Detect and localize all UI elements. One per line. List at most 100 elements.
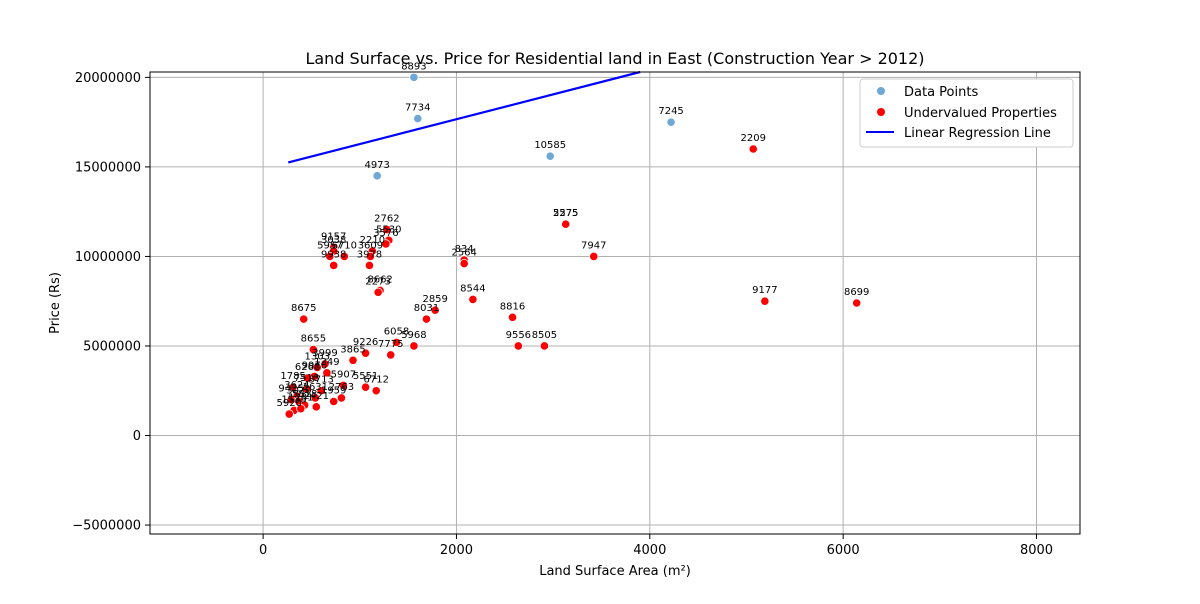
y-tick-label: −5000000 bbox=[72, 519, 141, 534]
point-label: 2564 bbox=[451, 248, 476, 259]
point-label: 4973 bbox=[364, 160, 389, 171]
undervalued-properties-point bbox=[760, 296, 770, 306]
y-tick-label: 0 bbox=[133, 429, 141, 444]
undervalued-properties-point bbox=[348, 355, 358, 365]
point-label: 2421 bbox=[304, 391, 329, 402]
undervalued-properties-point bbox=[430, 305, 440, 315]
point-label: 6710 bbox=[332, 240, 357, 251]
y-tick-label: 10000000 bbox=[75, 250, 141, 265]
undervalued-properties-point bbox=[360, 382, 371, 392]
x-tick-label: 8000 bbox=[1020, 543, 1053, 558]
undervalued-properties-point bbox=[338, 380, 348, 390]
point-label: 6712 bbox=[363, 375, 388, 386]
point-label: 2273 bbox=[365, 276, 390, 287]
undervalued-properties-point bbox=[539, 341, 550, 351]
point-label: 2210 bbox=[360, 235, 385, 246]
point-label: 9157 bbox=[321, 231, 346, 242]
point-label: 7775 bbox=[378, 339, 403, 350]
point-label: 1349 bbox=[314, 357, 339, 368]
legend-box bbox=[859, 78, 1074, 148]
undervalued-properties-point bbox=[329, 260, 339, 270]
point-label: 9177 bbox=[752, 285, 777, 296]
point-label: 3624 bbox=[284, 380, 309, 391]
point-label: 9226 bbox=[353, 337, 378, 348]
x-tick-label: 4000 bbox=[633, 543, 666, 558]
point-label: 9425 bbox=[278, 384, 303, 395]
point-label: 2763 bbox=[329, 382, 354, 393]
undervalued-properties-point bbox=[322, 368, 332, 378]
undervalued-properties-point bbox=[302, 373, 313, 383]
point-label: 3978 bbox=[357, 249, 382, 260]
undervalued-properties-point bbox=[386, 350, 396, 360]
point-label: 834 bbox=[455, 244, 474, 255]
point-label: 9556 bbox=[506, 330, 531, 341]
points-layer bbox=[284, 72, 862, 419]
data-points-point bbox=[545, 151, 555, 161]
point-label: 7245 bbox=[658, 106, 683, 117]
point-label: 3865 bbox=[340, 344, 365, 355]
undervalued-properties-point bbox=[288, 382, 298, 392]
undervalued-properties-point bbox=[316, 386, 326, 396]
undervalued-properties-point bbox=[320, 359, 330, 369]
point-label: 5551 bbox=[353, 371, 378, 382]
undervalued-properties-point bbox=[365, 251, 376, 262]
point-label: 2762 bbox=[374, 214, 399, 225]
point-label: 8031 bbox=[414, 303, 439, 314]
legend-marker-undervalued bbox=[877, 108, 885, 116]
data-points-point bbox=[409, 72, 419, 82]
undervalued-properties-point bbox=[421, 314, 432, 324]
undervalued-properties-point bbox=[459, 259, 469, 269]
point-label: 1281 bbox=[288, 393, 313, 404]
legend-label-data-points: Data Points bbox=[904, 85, 978, 100]
y-axis-label: Price (Rs) bbox=[48, 272, 63, 334]
undervalued-properties-point bbox=[360, 348, 371, 358]
point-label: 8893 bbox=[401, 61, 426, 72]
legend-label-undervalued: Undervalued Properties bbox=[904, 106, 1057, 121]
point-label: 3576 bbox=[373, 228, 398, 239]
undervalued-properties-point bbox=[589, 251, 599, 262]
point-label: 7734 bbox=[405, 103, 430, 114]
data-points-point bbox=[372, 171, 382, 181]
point-label: 2275 bbox=[553, 208, 578, 219]
point-label: 6058 bbox=[384, 326, 409, 337]
undervalued-properties-point bbox=[391, 337, 402, 347]
point-label: 1535 bbox=[281, 394, 306, 405]
point-label: 7518 bbox=[294, 373, 319, 384]
point-label: 2209 bbox=[741, 133, 766, 144]
undervalued-properties-point bbox=[561, 219, 571, 229]
point-label: 5818 bbox=[292, 389, 317, 400]
undervalued-properties-point bbox=[371, 386, 381, 396]
undervalued-properties-point bbox=[381, 239, 391, 249]
data-points-point bbox=[413, 113, 423, 124]
point-label: 8699 bbox=[844, 287, 869, 298]
point-label: 1785 bbox=[280, 371, 305, 382]
ticks-layer: 0 2000 4000 6000 8000 −5000000 0 5000000 1000000… bbox=[72, 71, 1053, 558]
plot-frame bbox=[149, 71, 1081, 535]
point-label: 8816 bbox=[500, 301, 525, 312]
point-label: 3713 bbox=[308, 375, 333, 386]
x-tick-label: 2000 bbox=[440, 543, 473, 558]
point-label: 5920 bbox=[276, 398, 301, 409]
point-label: 1631 bbox=[303, 382, 328, 393]
undervalued-properties-point bbox=[364, 260, 375, 270]
point-label: 8544 bbox=[460, 283, 485, 294]
undervalued-properties-point bbox=[409, 341, 419, 351]
x-tick-label: 6000 bbox=[827, 543, 860, 558]
undervalued-properties-point bbox=[339, 251, 349, 262]
point-label: 5530 bbox=[376, 224, 401, 235]
undervalued-properties-point bbox=[325, 251, 335, 262]
chart-title: Land Surface vs. Price for Residential l… bbox=[305, 49, 924, 68]
point-label: 2859 bbox=[422, 294, 447, 305]
regression-layer bbox=[287, 70, 641, 164]
point-label: 9976 bbox=[302, 360, 327, 371]
undervalued-properties-point bbox=[310, 393, 320, 403]
point-label: 3999 bbox=[312, 348, 337, 359]
y-tick-label: 15000000 bbox=[75, 160, 141, 175]
point-label: 5957 bbox=[317, 240, 342, 251]
legend: Data Points Undervalued Properties Linea… bbox=[859, 78, 1074, 148]
undervalued-properties-point bbox=[507, 312, 518, 322]
undervalued-properties-point bbox=[373, 287, 383, 297]
undervalued-properties-point bbox=[284, 409, 294, 419]
